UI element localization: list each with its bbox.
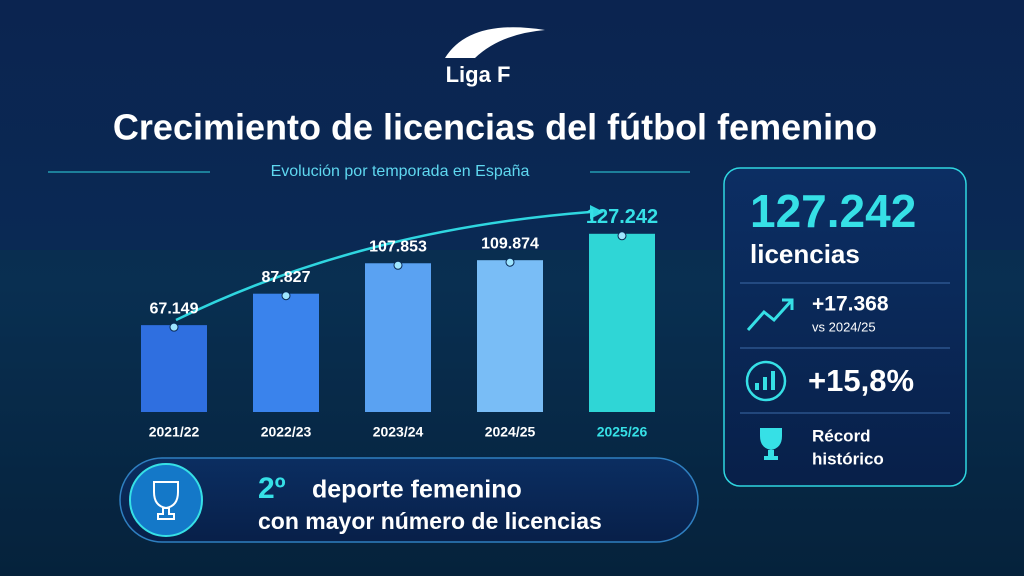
trophy-icon	[153, 481, 179, 520]
rank: 2º	[258, 472, 286, 505]
change: +17.368	[812, 293, 889, 316]
bar	[253, 293, 319, 412]
subtitle: Evolución por temporada en España	[271, 163, 530, 180]
bars-icon	[755, 371, 775, 390]
bar	[589, 233, 655, 412]
value-label: 67.149	[150, 300, 199, 317]
growth: +15,8%	[808, 363, 914, 398]
value-label: 87.827	[262, 269, 311, 286]
logo: Liga F	[445, 27, 545, 87]
bar-dot	[505, 257, 515, 267]
stats-panel	[723, 167, 967, 487]
banner-line: deporte femenino	[312, 476, 522, 504]
x-tick-label: 2023/24	[373, 424, 424, 440]
bar-dot	[281, 291, 291, 301]
record: Récord	[812, 426, 871, 445]
bar-dot	[393, 260, 403, 270]
x-tick-label: 2024/25	[485, 424, 536, 440]
change-ref: vs 2024/25	[812, 319, 876, 334]
total-label: licencias	[750, 239, 860, 269]
trend-arrow	[175, 210, 591, 322]
trend-icon	[746, 298, 794, 331]
bar	[477, 260, 543, 412]
logo-mark	[445, 27, 545, 58]
trend-arrowhead	[590, 205, 604, 219]
plot: 2021/22 67.149 2022/23 87.827 2023/24 107.853…	[141, 206, 658, 440]
x-tick-label: 2021/22	[149, 424, 200, 440]
x-tick-label: 2025/26	[597, 424, 648, 440]
value-label: 107.853	[369, 238, 427, 255]
bar	[365, 263, 431, 412]
chart-title: Crecimiento de licencias del fútbol feme…	[113, 107, 877, 148]
bars-icon	[745, 360, 787, 402]
logo-text: Liga F	[446, 62, 511, 87]
bar	[141, 325, 207, 412]
value-label: 127.242	[586, 206, 658, 228]
record: histórico	[812, 449, 884, 468]
bar-dot	[617, 231, 627, 241]
value-label: 109.874	[481, 235, 539, 252]
bar-dot	[169, 322, 179, 332]
total: 127.242	[750, 185, 916, 237]
banner-line: con mayor número de licencias	[258, 508, 602, 534]
x-tick-label: 2022/23	[261, 424, 312, 440]
banner	[119, 457, 699, 543]
banner-icon	[129, 463, 203, 537]
trophy-icon	[760, 428, 782, 460]
